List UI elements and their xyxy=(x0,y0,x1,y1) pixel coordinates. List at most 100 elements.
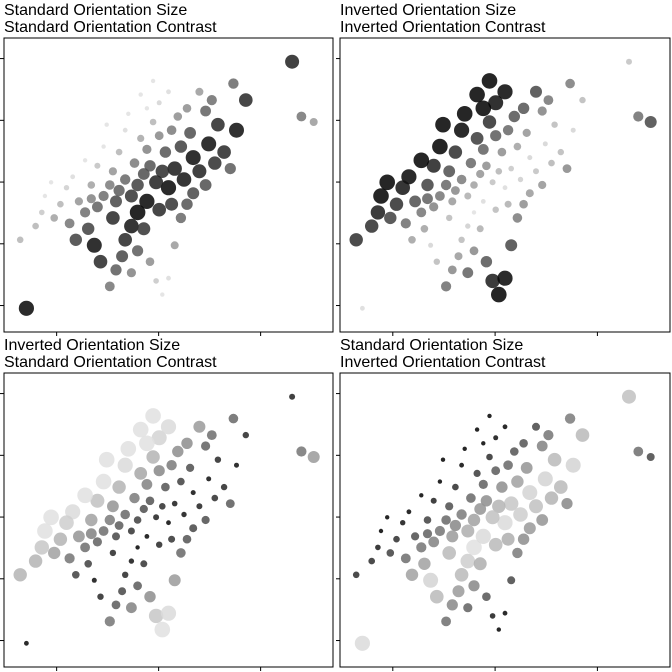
scatter-point xyxy=(133,581,143,591)
scatter-point xyxy=(104,514,116,526)
scatter-point xyxy=(172,445,184,458)
plot-frame xyxy=(3,372,334,668)
scatter-point xyxy=(149,118,157,126)
scatter-point xyxy=(393,535,400,543)
scatter-point xyxy=(152,202,166,217)
scatter-point xyxy=(644,116,657,128)
scatter-point xyxy=(97,593,104,600)
scatter-point xyxy=(289,393,296,400)
scatter-point xyxy=(141,479,153,490)
scatter-point xyxy=(536,440,548,452)
scatter-point xyxy=(168,574,181,587)
scatter-point xyxy=(53,532,68,546)
scatter-point xyxy=(111,600,121,610)
scatter-point xyxy=(537,106,547,116)
scatter-point xyxy=(537,471,553,487)
scatter-point xyxy=(129,492,140,504)
scatter-point xyxy=(419,493,424,498)
scatter-point xyxy=(72,571,80,579)
scatter-point xyxy=(542,141,548,147)
scatter-point xyxy=(460,553,476,569)
scatter-point xyxy=(467,513,481,527)
scatter-point xyxy=(174,140,188,153)
scatter-point xyxy=(225,499,235,508)
scatter-point xyxy=(507,576,516,585)
scatter-point xyxy=(120,441,137,457)
scatter-point xyxy=(129,204,146,221)
scatter-point xyxy=(181,511,187,518)
scatter-point xyxy=(181,437,193,449)
scatter-point xyxy=(463,603,473,613)
scatter-point xyxy=(85,513,98,527)
scatter-point xyxy=(129,158,140,168)
scatter-point xyxy=(101,144,106,149)
scatter-point xyxy=(199,179,212,191)
scatter-point xyxy=(127,527,135,535)
scatter-point xyxy=(443,165,456,178)
scatter-point xyxy=(151,430,167,446)
scatter-point xyxy=(137,222,151,236)
scatter-point xyxy=(153,514,160,521)
scatter-point xyxy=(131,178,144,192)
scatter-point xyxy=(488,95,504,111)
scatter-point xyxy=(456,106,473,122)
scatter-point xyxy=(513,507,528,522)
scatter-point xyxy=(411,532,420,541)
scatter-point xyxy=(633,446,644,457)
scatter-point xyxy=(189,524,198,533)
scatter-point xyxy=(229,122,244,138)
scatter-point xyxy=(468,580,480,592)
scatter-point xyxy=(448,197,457,206)
scatter-point xyxy=(422,193,433,205)
scatter-point xyxy=(153,465,165,477)
scatter-point xyxy=(408,236,416,244)
scatter-point xyxy=(496,481,508,493)
scatter-point xyxy=(416,207,427,218)
scatter-point xyxy=(206,430,217,440)
scatter-point xyxy=(142,144,152,154)
panel-title-line-1: Standard Orientation Size xyxy=(4,2,187,19)
scatter-point xyxy=(106,211,120,225)
scatter-point xyxy=(153,278,159,284)
scatter-point xyxy=(474,427,480,432)
scatter-point xyxy=(105,180,115,190)
scatter-point xyxy=(505,239,518,252)
scatter-point xyxy=(185,150,201,166)
scatter-point xyxy=(110,195,122,208)
scatter-point xyxy=(206,476,212,482)
scatter-point xyxy=(452,483,459,491)
scatter-point xyxy=(440,457,446,462)
scatter-point xyxy=(124,189,138,203)
scatter-point xyxy=(104,616,115,627)
scatter-point xyxy=(166,460,177,471)
scatter-point xyxy=(456,174,467,185)
scatter-point xyxy=(145,257,155,267)
scatter-point xyxy=(564,413,576,424)
scatter-point xyxy=(413,152,430,169)
scatter-point xyxy=(135,545,140,550)
scatter-point xyxy=(173,112,183,121)
scatter-point xyxy=(375,544,381,551)
scatter-point xyxy=(482,161,491,171)
panel-title-line-1: Inverted Orientation Size xyxy=(4,337,180,354)
scatter-point xyxy=(90,493,105,508)
scatter-point xyxy=(28,554,43,568)
scatter-point xyxy=(485,510,500,525)
scatter-point xyxy=(517,533,530,545)
scatter-point xyxy=(527,155,533,161)
scatter-point xyxy=(154,131,164,141)
scatter-point xyxy=(492,499,506,513)
scatter-point xyxy=(522,485,538,501)
scatter-point xyxy=(441,616,451,627)
scatter-point xyxy=(32,222,39,230)
scatter-point xyxy=(428,242,434,248)
scatter-point xyxy=(502,185,508,191)
scatter-point xyxy=(517,176,524,183)
scatter-point xyxy=(34,540,49,555)
scatter-point xyxy=(622,389,636,404)
scatter-point xyxy=(37,523,53,539)
scatter-point xyxy=(87,181,96,189)
scatter-point xyxy=(239,93,253,107)
scatter-point xyxy=(112,532,120,541)
scatter-point xyxy=(476,225,484,233)
